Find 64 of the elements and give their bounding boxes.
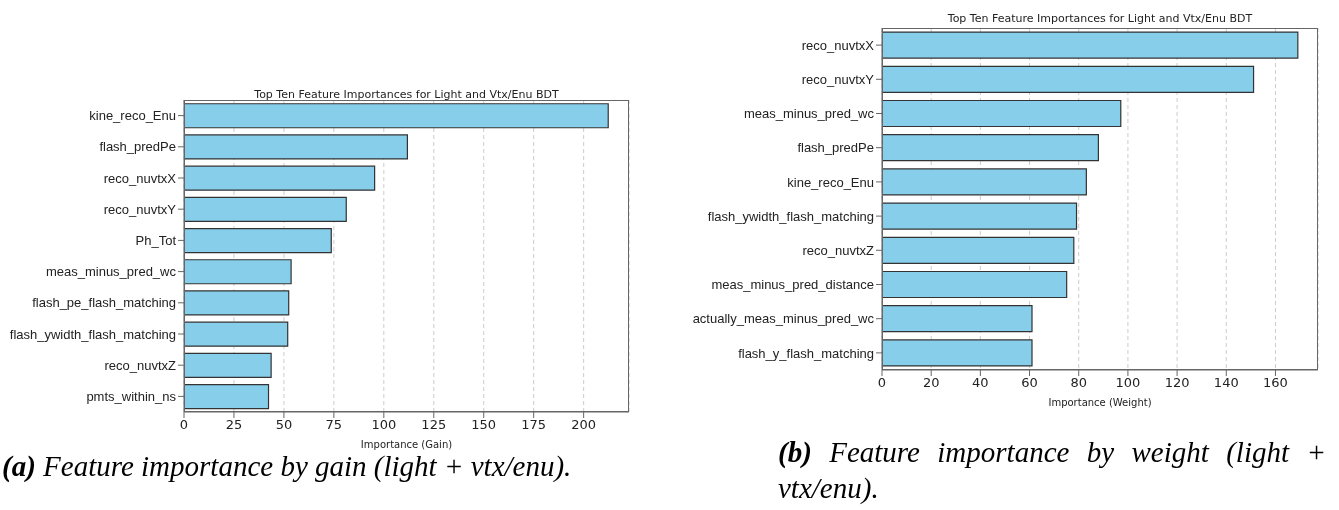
bar [184,352,272,378]
chart-title: Top Ten Feature Importances for Light and Vtx/Enu BDT [253,88,560,101]
x-tick-label: 80 [1070,375,1087,391]
bar [184,165,376,191]
x-axis-title: Importance (Gain) [360,439,453,450]
y-tick-label: reco_nuvtxX [801,37,875,53]
bar [882,236,1075,264]
text: (a) Feature importance by gain (light + vtx/enu). [2,450,573,484]
y-tick-label: actually_meas_minus_pred_wc [692,311,875,327]
x-axis-title: Importance (Weight) [1048,397,1152,408]
y-tick-label: kine_reco_Enu [89,108,176,124]
y-tick-label: meas_minus_pred_wc [743,106,875,122]
bar [184,196,347,222]
x-tick-label: 40 [972,375,989,391]
y-tick-label: flash_ywidth_flash_matching [9,326,176,342]
bar [882,339,1033,367]
x-tick-label: 125 [421,417,447,433]
x-tick-label: 200 [571,417,597,433]
x-tick-label: 0 [877,375,887,391]
y-tick-label: meas_minus_pred_distance [711,277,874,293]
bar [184,134,408,160]
bar [184,321,289,347]
y-tick-label: flash_predPe [99,139,176,155]
y-tick-label: pmts_within_ns [86,389,177,405]
y-tick-label: reco_nuvtxZ [104,357,177,373]
x-tick-label: 150 [471,417,497,433]
x-tick-label: 120 [1164,375,1190,391]
bar [184,290,290,316]
bar [184,227,332,254]
x-tick-label: 100 [371,417,397,433]
x-tick-label: 20 [922,375,940,391]
bar [184,259,292,285]
text: (b) Feature importance by weight (light + vtx/enu). [778,435,1326,506]
x-tick-label: 140 [1213,375,1239,391]
bar [184,383,270,410]
chart-title: Top Ten Feature Importances for Light and Vtx/Enu BDT [946,12,1254,25]
y-tick-label: flash_y_flash_matching [738,345,874,361]
y-tick-label: reco_nuvtxY [103,201,177,217]
x-tick-label: 100 [1115,375,1141,391]
x-tick-label: 75 [325,417,343,433]
bar [882,65,1255,93]
x-tick-label: 60 [1021,375,1038,391]
bar [184,103,609,129]
y-tick-label: meas_minus_pred_wc [45,264,177,280]
y-tick-label: Ph_Tot [135,233,177,249]
x-tick-label: 175 [521,417,547,433]
bar [882,168,1087,196]
x-tick-label: 25 [225,417,243,433]
y-tick-label: flash_predPe [797,140,874,156]
y-tick-label: flash_ywidth_flash_matching [707,208,874,224]
y-tick-label: reco_nuvtxZ [802,242,875,258]
bar [882,202,1078,230]
y-tick-label: flash_pe_flash_matching [32,295,176,311]
bar [882,305,1033,333]
bar [882,99,1122,128]
x-tick-label: 160 [1263,375,1288,391]
bar [882,134,1099,162]
x-tick-label: 0 [179,417,189,433]
y-tick-label: reco_nuvtxY [801,71,875,87]
y-tick-label: reco_nuvtxX [103,170,177,186]
x-tick-label: 50 [275,417,293,433]
bar [882,31,1299,59]
y-tick-label: kine_reco_Enu [787,174,874,190]
bar [882,270,1068,299]
